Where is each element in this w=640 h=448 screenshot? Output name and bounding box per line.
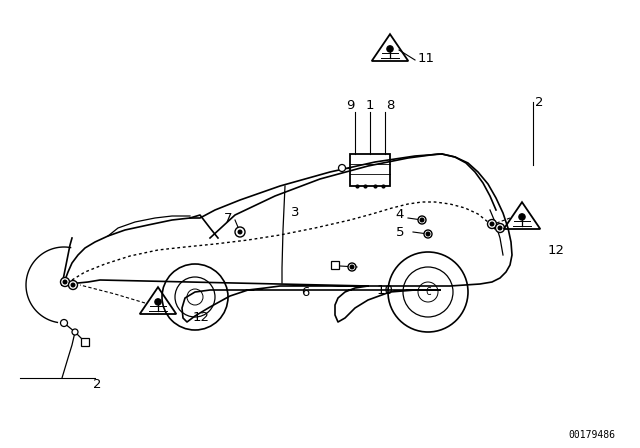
Text: 12: 12	[193, 310, 210, 323]
Text: C: C	[425, 287, 431, 297]
Circle shape	[61, 319, 67, 327]
Text: 12: 12	[548, 244, 565, 257]
Circle shape	[490, 222, 494, 226]
Text: 00179486: 00179486	[568, 430, 615, 440]
Circle shape	[387, 46, 393, 52]
Text: 10: 10	[376, 284, 394, 297]
Circle shape	[418, 282, 438, 302]
Text: 2: 2	[93, 378, 101, 391]
Circle shape	[348, 263, 356, 271]
Circle shape	[426, 232, 430, 236]
Circle shape	[68, 280, 77, 289]
Circle shape	[420, 218, 424, 222]
Text: 1: 1	[365, 99, 374, 112]
Text: 5: 5	[396, 225, 404, 238]
Circle shape	[63, 280, 67, 284]
Circle shape	[424, 230, 432, 238]
Circle shape	[495, 224, 504, 233]
Circle shape	[418, 216, 426, 224]
Text: 9: 9	[346, 99, 354, 112]
Circle shape	[498, 226, 502, 230]
Circle shape	[339, 164, 346, 172]
Circle shape	[519, 214, 525, 220]
Circle shape	[155, 299, 161, 305]
Circle shape	[61, 277, 70, 287]
Circle shape	[72, 329, 78, 335]
Text: 4: 4	[396, 207, 404, 220]
Text: 3: 3	[291, 206, 300, 219]
Circle shape	[235, 227, 245, 237]
Text: 7: 7	[224, 211, 232, 224]
Text: 11: 11	[418, 52, 435, 65]
Text: 8: 8	[386, 99, 394, 112]
Text: 6: 6	[301, 285, 309, 298]
Text: 2: 2	[535, 95, 543, 108]
Circle shape	[238, 230, 242, 234]
Circle shape	[488, 220, 497, 228]
Circle shape	[350, 265, 354, 269]
Circle shape	[71, 283, 75, 287]
